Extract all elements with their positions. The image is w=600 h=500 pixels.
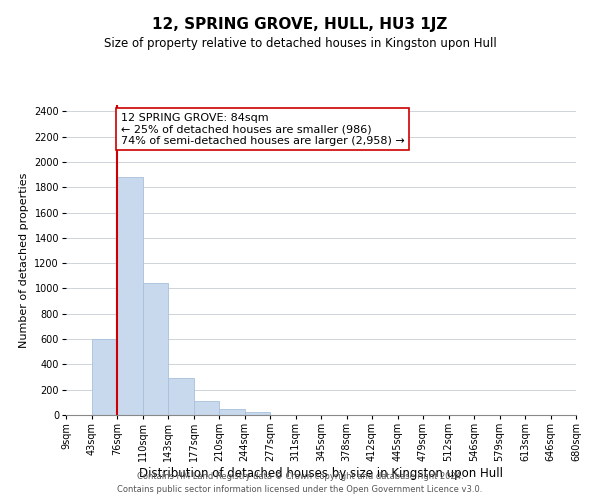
Bar	[245, 412, 270, 415]
Bar	[117, 177, 143, 415]
Text: Contains public sector information licensed under the Open Government Licence v3: Contains public sector information licen…	[118, 484, 482, 494]
Text: Size of property relative to detached houses in Kingston upon Hull: Size of property relative to detached ho…	[104, 38, 496, 51]
Bar	[143, 284, 168, 415]
Text: 12 SPRING GROVE: 84sqm
← 25% of detached houses are smaller (986)
74% of semi-de: 12 SPRING GROVE: 84sqm ← 25% of detached…	[121, 112, 404, 146]
Text: Contains HM Land Registry data © Crown copyright and database right 2024.: Contains HM Land Registry data © Crown c…	[137, 472, 463, 481]
Y-axis label: Number of detached properties: Number of detached properties	[19, 172, 29, 348]
Bar	[219, 410, 245, 415]
Bar	[91, 339, 117, 415]
Bar	[193, 401, 219, 415]
X-axis label: Distribution of detached houses by size in Kingston upon Hull: Distribution of detached houses by size …	[139, 467, 503, 480]
Bar	[168, 378, 193, 415]
Text: 12, SPRING GROVE, HULL, HU3 1JZ: 12, SPRING GROVE, HULL, HU3 1JZ	[152, 18, 448, 32]
